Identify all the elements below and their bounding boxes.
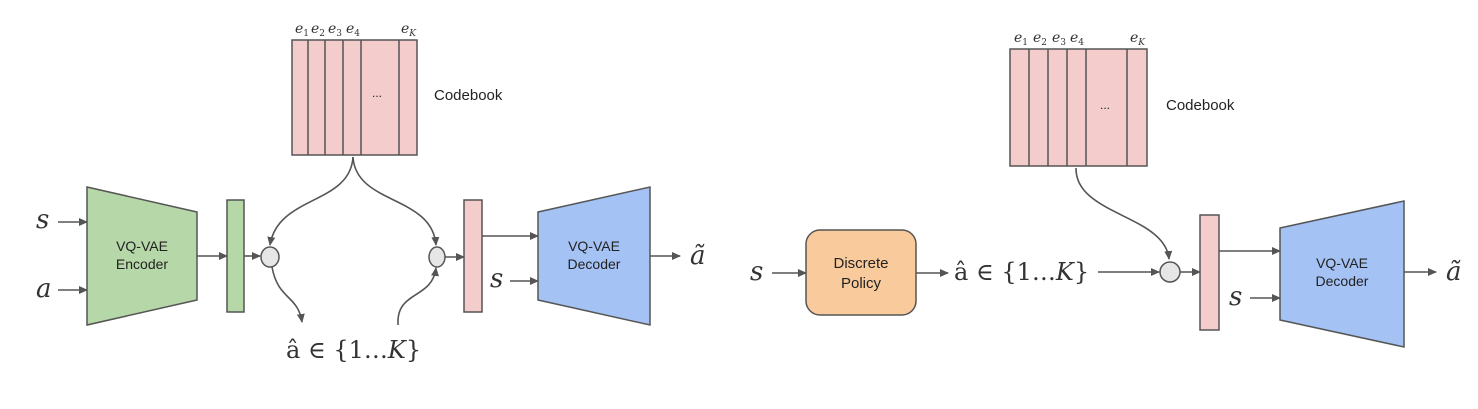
- code-to-lookup-arrow: [397, 267, 439, 326]
- training-diagram: ... e1 e2 e3 e4 eK Codebook s a VQ-VAE E…: [36, 21, 706, 364]
- discrete-code-label: â ∈ {1…K}: [286, 336, 421, 364]
- codebook-to-quantize-arrow: [267, 156, 354, 246]
- codebook-label: Codebook: [434, 87, 503, 104]
- policy-state-label: s: [750, 257, 763, 287]
- discrete-code-label: â ∈ {1…K}: [954, 258, 1089, 286]
- policy-label-line1: Discrete: [833, 255, 888, 272]
- decoder-label-line2: Decoder: [568, 256, 621, 272]
- decoder-state-label: s: [490, 264, 503, 294]
- codebook-entry-label: e4: [1070, 30, 1084, 48]
- reconstructed-action-label: ã: [1446, 257, 1462, 287]
- decoder-label-line1: VQ-VAE: [1316, 255, 1368, 271]
- codebook-entry-label: e2: [1033, 30, 1047, 48]
- lookup-node: [428, 246, 446, 268]
- encoder-label-line2: Encoder: [116, 256, 168, 272]
- action-input-label: a: [36, 274, 52, 304]
- codebook-ellipsis: ...: [372, 86, 382, 100]
- policy-label-line2: Policy: [841, 275, 882, 292]
- codebook-entry-label: e2: [311, 21, 325, 39]
- codebook-entry-label: eK: [1130, 30, 1146, 48]
- codebook-to-lookup-arrow: [352, 156, 440, 246]
- vq-vae-decoder: VQ-VAE Decoder: [1279, 200, 1405, 348]
- lookup-node: [1159, 261, 1181, 283]
- quantize-node: [260, 246, 280, 268]
- state-input-label: s: [36, 205, 49, 235]
- selected-embedding: [463, 199, 483, 313]
- discrete-policy: Discrete Policy: [805, 229, 917, 316]
- inference-diagram: ... e1 e2 e3 e4 eK Codebook s Discrete P…: [750, 30, 1462, 348]
- vq-vae-encoder: VQ-VAE Encoder: [86, 186, 198, 326]
- reconstructed-action-label: ã: [690, 241, 706, 271]
- codebook-entry-label: eK: [401, 21, 417, 39]
- codebook-entry-label: e1: [295, 21, 309, 39]
- selected-embedding: [1199, 214, 1220, 331]
- codebook-to-lookup-arrow: [1075, 167, 1173, 260]
- codebook-entry-label: e1: [1014, 30, 1028, 48]
- encoder-latent: [226, 199, 245, 313]
- codebook-label: Codebook: [1166, 97, 1235, 114]
- vq-vae-decoder: VQ-VAE Decoder: [537, 186, 651, 326]
- decoder-label-line2: Decoder: [1316, 273, 1369, 289]
- codebook-entry-label: e3: [328, 21, 342, 39]
- training-codebook: ... e1 e2 e3 e4 eK: [291, 21, 418, 156]
- encoder-label-line1: VQ-VAE: [116, 238, 168, 254]
- decoder-state-label: s: [1229, 282, 1242, 312]
- decoder-label-line1: VQ-VAE: [568, 238, 620, 254]
- codebook-entry-label: e3: [1052, 30, 1066, 48]
- quantize-to-code-arrow: [271, 266, 305, 323]
- codebook-entry-label: e4: [346, 21, 360, 39]
- inference-codebook: ... e1 e2 e3 e4 eK: [1009, 30, 1148, 167]
- codebook-ellipsis: ...: [1100, 98, 1110, 112]
